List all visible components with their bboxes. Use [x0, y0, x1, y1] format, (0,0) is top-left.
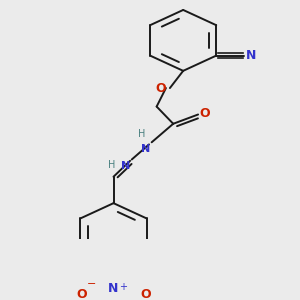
Text: −: − [87, 279, 96, 289]
Text: N: N [246, 49, 256, 62]
Text: H: H [108, 160, 116, 170]
Text: N: N [121, 161, 130, 171]
Text: O: O [155, 82, 166, 94]
Text: N: N [141, 144, 150, 154]
Text: H: H [138, 129, 146, 139]
Text: N: N [108, 282, 119, 295]
Text: O: O [76, 288, 87, 300]
Text: O: O [140, 288, 151, 300]
Text: +: + [119, 282, 127, 292]
Text: O: O [200, 107, 210, 120]
